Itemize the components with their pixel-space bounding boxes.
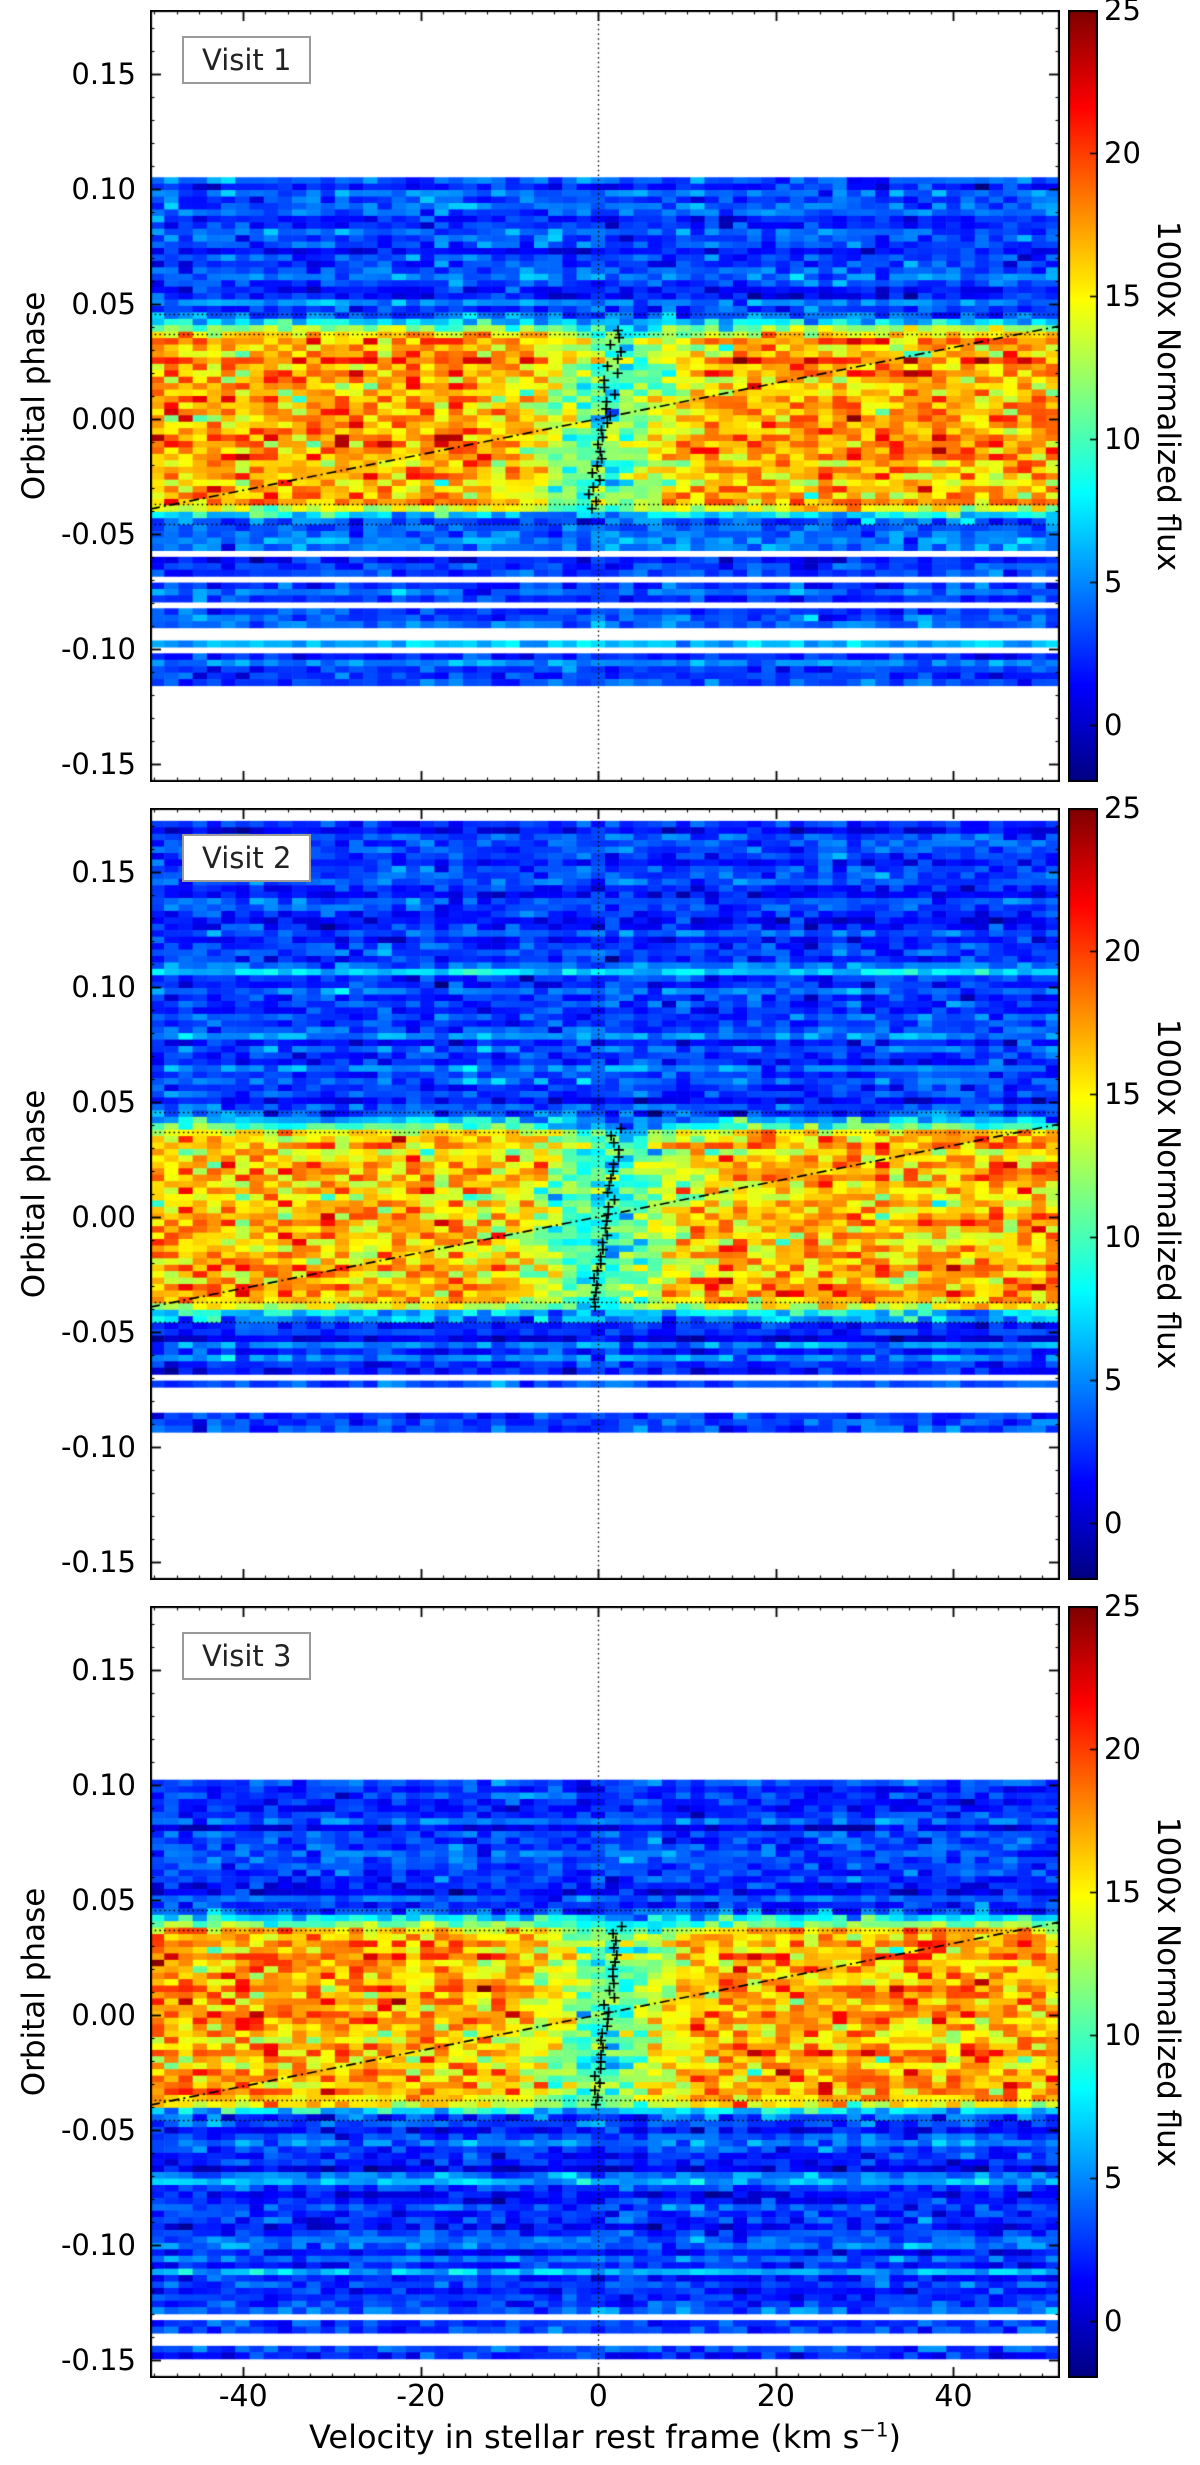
colorbar-title: 1000x Normalized flux: [1150, 1816, 1186, 2168]
colorbar-tick-label: 20: [1104, 933, 1141, 968]
heatmap-canvas-visit-3: [150, 1606, 1060, 2378]
y-tick-label: -0.15: [60, 2342, 136, 2377]
y-axis-title: Orbital phase: [16, 1089, 52, 1299]
x-axis-title-suffix: ): [888, 2418, 901, 2456]
colorbar-visit-1: [1068, 10, 1098, 782]
colorbar-visit-3: [1068, 1606, 1098, 2378]
y-tick-label: 0.15: [71, 57, 136, 92]
y-tick-label: -0.05: [60, 1314, 136, 1349]
y-axis-title: Orbital phase: [16, 1887, 52, 2097]
x-tick-label: 40: [934, 2379, 973, 2414]
panel-visit-3: Visit 3 Orbital phase 1000x Normalized f…: [0, 1589, 1200, 2378]
y-tick-label: -0.05: [60, 516, 136, 551]
y-axis-title: Orbital phase: [16, 291, 52, 501]
panel-visit-2: Visit 2 Orbital phase 1000x Normalized f…: [0, 791, 1200, 1580]
x-axis-title-text: Velocity in stellar rest frame (km s: [308, 2418, 860, 2456]
y-tick-label: -0.10: [60, 2227, 136, 2262]
x-axis: -40 -20 0 20 40 Velocity in stellar rest fra…: [0, 2378, 1200, 2465]
x-tick-label: -40: [218, 2379, 268, 2414]
x-tick-label: 0: [588, 2379, 608, 2414]
y-tick-label: 0.10: [71, 970, 136, 1005]
x-tick-label: 20: [756, 2379, 795, 2414]
heatmap-canvas-visit-2: [150, 808, 1060, 1580]
panel-label-visit-1: Visit 1: [182, 36, 312, 84]
y-tick-label: -0.05: [60, 2112, 136, 2147]
panel-visit-1: Visit 1 Orbital phase 1000x Normalized f…: [0, 0, 1200, 782]
y-tick-label: -0.10: [60, 631, 136, 666]
y-tick-label: 0.15: [71, 855, 136, 890]
x-tick-label: -20: [396, 2379, 446, 2414]
panel-label-visit-2: Visit 2: [182, 834, 312, 882]
y-tick-label: 0.10: [71, 1768, 136, 1803]
panel-label-visit-3: Visit 3: [182, 1632, 312, 1680]
heatmap-canvas-visit-1: [150, 10, 1060, 782]
y-tick-label: 0.10: [71, 172, 136, 207]
colorbar-tick-label: 0: [1104, 1505, 1123, 1540]
x-axis-title-superscript: −1: [859, 2418, 889, 2442]
colorbar-tick-label: 0: [1104, 707, 1123, 742]
colorbar-tick-label: 20: [1104, 135, 1141, 170]
colorbar-visit-2: [1068, 808, 1098, 1580]
colorbar-tick-label: 20: [1104, 1731, 1141, 1766]
colorbar-title: 1000x Normalized flux: [1150, 220, 1186, 572]
y-tick-label: -0.10: [60, 1429, 136, 1464]
colorbar-tick-label: 0: [1104, 2303, 1123, 2338]
colorbar-title: 1000x Normalized flux: [1150, 1018, 1186, 1370]
y-tick-label: 0.15: [71, 1653, 136, 1688]
colorbar-tick-label: 25: [1104, 1589, 1141, 1623]
y-tick-label: -0.15: [60, 746, 136, 781]
x-axis-title: Velocity in stellar rest frame (km s−1): [150, 2418, 1060, 2456]
colorbar-tick-label: 25: [1104, 0, 1141, 27]
y-tick-label: -0.15: [60, 1544, 136, 1579]
colorbar-tick-label: 25: [1104, 791, 1141, 825]
